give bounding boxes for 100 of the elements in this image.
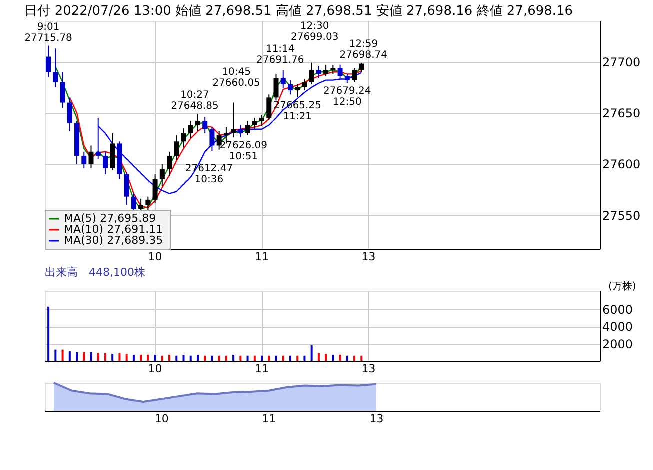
candlestick — [274, 74, 279, 102]
bar — [190, 356, 192, 361]
candlestick — [260, 114, 265, 127]
y-tick-label: 27650 — [602, 106, 641, 121]
candlestick — [324, 64, 329, 77]
bar — [176, 356, 178, 361]
bar — [261, 356, 264, 361]
candlestick — [280, 70, 286, 89]
candlestick — [295, 84, 300, 98]
candlestick — [210, 126, 215, 152]
candlestick — [309, 62, 314, 85]
bar — [132, 354, 135, 361]
annotation: 10:45 27660.05 — [212, 67, 260, 90]
bar — [254, 356, 256, 361]
annotation: 9:01 27715.78 — [24, 22, 72, 44]
bar — [325, 354, 328, 361]
bar — [282, 356, 284, 361]
candlestick — [238, 124, 244, 138]
candlestick — [188, 120, 194, 140]
chart-title: 出来高 448,100株 — [45, 266, 146, 279]
bar — [147, 354, 150, 361]
bar — [83, 352, 86, 361]
x-tick-label: 13 — [370, 412, 384, 426]
candlestick — [60, 72, 66, 108]
candlestick — [82, 151, 87, 169]
legend-label: MA(10) 27,691.11 — [64, 223, 164, 236]
bar — [310, 346, 313, 361]
candlestick — [216, 130, 222, 150]
candlestick — [288, 80, 293, 96]
bar — [54, 350, 57, 361]
candlestick — [146, 196, 151, 212]
candlestick — [231, 102, 236, 138]
bar — [62, 350, 64, 361]
bar — [360, 356, 363, 361]
candlestick — [266, 94, 272, 121]
bar — [346, 356, 348, 361]
candlestick — [252, 118, 258, 130]
candlestick — [195, 114, 200, 132]
candlestick — [102, 151, 108, 175]
bar — [332, 354, 334, 361]
x-tick-label: 10 — [154, 412, 169, 426]
candlestick — [96, 118, 101, 160]
x-tick-label: 11 — [255, 250, 270, 264]
x-tick-label: 11 — [255, 362, 270, 376]
bar — [318, 353, 320, 361]
bar — [204, 356, 206, 361]
bar — [140, 354, 142, 361]
y-tick-label: 27700 — [602, 55, 641, 70]
bar — [154, 354, 156, 361]
bar — [68, 352, 71, 361]
chart-title: 日付 2022/07/26 13:00 始値 27,698.51 高値 27,698.51 安値 27,698.16 終値 27,698.16 — [24, 3, 574, 19]
candlestick — [316, 65, 322, 79]
bar — [182, 354, 185, 361]
candlestick — [338, 64, 343, 79]
y-axis-title: (万株) — [608, 280, 636, 292]
x-tick-label: 10 — [148, 362, 162, 376]
candlestick — [245, 120, 250, 136]
x-tick-label: 10 — [148, 250, 162, 264]
candlestick — [53, 48, 58, 88]
bar — [97, 353, 100, 361]
candlestick — [152, 174, 158, 204]
bar — [90, 352, 92, 361]
y-tick-label: 4000 — [602, 320, 634, 334]
bar — [118, 353, 121, 361]
annotation: 10:27 27648.85 — [171, 90, 219, 112]
candlestick — [181, 128, 186, 148]
y-tick-label: 27550 — [602, 208, 641, 223]
candlestick — [302, 78, 308, 92]
legend-label: MA(30) 27,689.35 — [64, 234, 164, 247]
bar — [354, 356, 356, 361]
bar — [104, 353, 106, 361]
bar — [218, 356, 220, 361]
y-tick-label: 27600 — [602, 158, 641, 172]
bar — [112, 354, 114, 361]
bar — [339, 354, 342, 361]
x-tick-label: 11 — [262, 412, 276, 426]
annotation: 12:59 27698.74 — [340, 39, 388, 62]
bar — [275, 356, 278, 361]
bar — [232, 354, 235, 361]
bar — [304, 356, 306, 361]
annotation: 27679.24 12:50 — [324, 86, 372, 108]
annotation: 12:30 27699.03 — [290, 21, 339, 44]
y-tick-label: 6000 — [602, 302, 634, 317]
bar — [246, 356, 249, 361]
candlestick — [352, 68, 358, 83]
candlestick — [124, 172, 130, 206]
legend-label: MA(5) 27,695.89 — [64, 212, 156, 225]
bar — [126, 354, 128, 361]
x-tick-label: 13 — [362, 250, 376, 264]
candlestick — [174, 135, 180, 161]
candlestick — [67, 97, 72, 132]
y-tick-label: 2000 — [602, 337, 634, 352]
bar — [48, 306, 50, 361]
candlestick — [46, 45, 52, 78]
bar — [168, 354, 171, 361]
bar — [225, 356, 228, 361]
bar — [289, 356, 292, 361]
candlestick — [202, 116, 208, 134]
bar — [211, 356, 214, 361]
annotation: 11:14 27691.76 — [256, 44, 304, 66]
